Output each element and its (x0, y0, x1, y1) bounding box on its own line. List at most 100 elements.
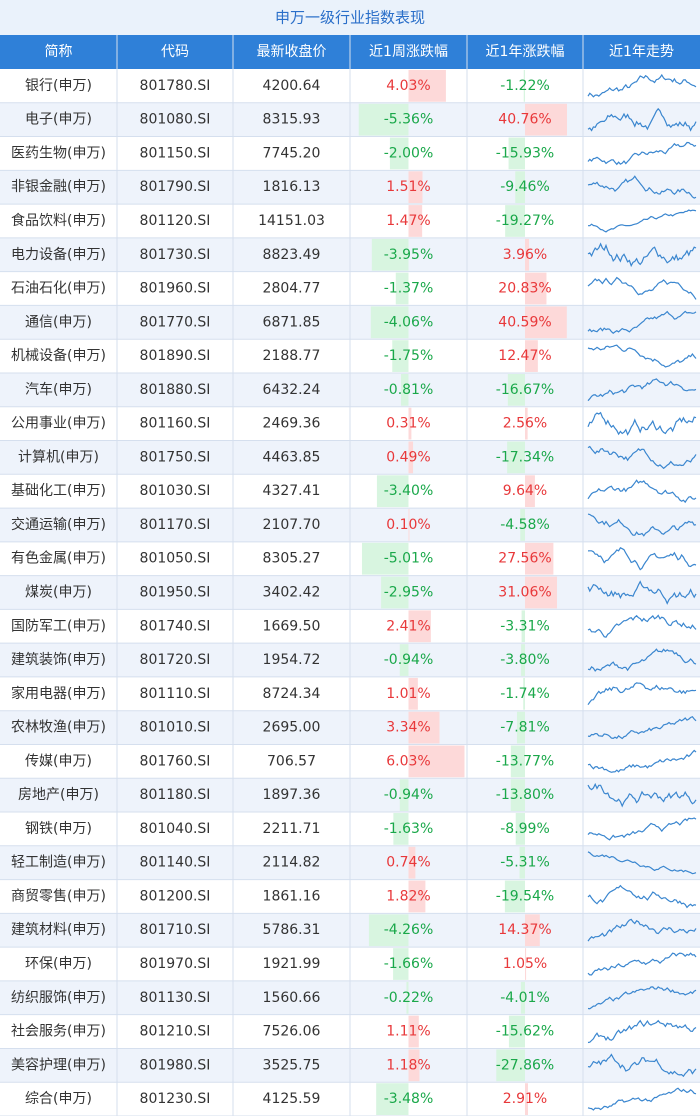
sparkline (587, 952, 697, 976)
change-bar (408, 407, 412, 440)
change-label: 2.56% (503, 416, 547, 432)
cell: 电力设备(申万) (11, 246, 106, 263)
cell: 1897.36 (263, 787, 321, 803)
change-label: -0.94% (384, 652, 434, 668)
cell: 综合(申万) (25, 1091, 92, 1107)
change-bar (515, 813, 525, 845)
cell: 2211.71 (263, 821, 321, 837)
change-label: -1.66% (384, 956, 434, 972)
cell: 建筑装饰(申万) (11, 652, 106, 668)
change-label: 1.18% (386, 1057, 430, 1073)
sparkline (587, 175, 697, 199)
sparkline (587, 378, 697, 402)
change-label: -3.80% (500, 652, 550, 668)
change-bar (525, 542, 554, 575)
change-label: -5.01% (384, 551, 434, 567)
cell: 国防军工(申万) (11, 618, 106, 634)
change-label: 0.10% (386, 517, 430, 533)
cell: 8315.93 (263, 112, 321, 128)
change-label: 2.41% (386, 618, 430, 634)
change-bar (408, 610, 431, 643)
change-label: -15.93% (496, 145, 554, 161)
cell: 801950.SI (140, 585, 211, 601)
cell: 钢铁(申万) (25, 821, 92, 837)
change-label: 14.37% (498, 922, 551, 938)
change-bar (361, 542, 409, 575)
cell: 4125.59 (263, 1091, 321, 1107)
cell: 煤炭(申万) (25, 585, 92, 601)
cell: 计算机(申万) (18, 449, 99, 465)
change-label: -4.06% (384, 314, 434, 330)
sparkline (587, 445, 697, 470)
cell: 801970.SI (140, 956, 211, 972)
cell: 美容护理(申万) (11, 1056, 106, 1073)
cell: 801720.SI (140, 652, 211, 668)
sparkline (587, 276, 697, 300)
change-label: -4.26% (384, 922, 434, 938)
sparkline (587, 1087, 697, 1111)
header-cell: 简称 (45, 43, 73, 60)
cell: 801710.SI (140, 922, 211, 938)
change-bar (408, 1049, 420, 1082)
change-label: 0.74% (386, 855, 430, 871)
change-bar (525, 340, 538, 372)
sparkline (587, 986, 697, 1010)
change-bar (525, 272, 547, 305)
change-bar (368, 914, 409, 947)
cell: 801110.SI (140, 686, 211, 702)
cell: 商贸零售(申万) (11, 888, 106, 904)
change-bar (399, 644, 409, 676)
change-label: 20.83% (498, 281, 551, 297)
sparkline (587, 682, 697, 706)
change-label: 12.47% (498, 348, 551, 364)
cell: 801140.SI (140, 855, 211, 871)
cell: 机械设备(申万) (11, 347, 106, 364)
change-label: 1.05% (503, 956, 547, 972)
change-bar (408, 171, 423, 204)
change-bar (523, 70, 525, 102)
change-bar (521, 644, 525, 676)
change-label: -4.01% (500, 990, 550, 1006)
sparkline (587, 580, 697, 605)
change-label: 1.47% (386, 213, 430, 229)
change-label: 9.64% (503, 483, 547, 499)
cell: 801210.SI (140, 1024, 211, 1040)
cell: 基础化工(申万) (11, 482, 106, 499)
change-bar (505, 205, 525, 237)
change-label: 40.76% (498, 112, 551, 128)
change-label: -19.54% (496, 888, 554, 904)
change-label: -5.36% (384, 112, 434, 128)
change-bar (510, 779, 525, 812)
change-label: -5.31% (500, 855, 550, 871)
change-bar (519, 846, 525, 879)
change-label: -7.81% (500, 720, 550, 736)
cell: 801230.SI (140, 1091, 211, 1107)
change-bar (408, 509, 410, 541)
change-bar (376, 475, 409, 508)
change-label: -3.95% (384, 247, 434, 263)
header-cell: 近1年涨跌幅 (486, 44, 565, 60)
cell: 1954.72 (263, 652, 321, 668)
title-bar (0, 0, 700, 35)
cell: 6871.85 (263, 314, 321, 330)
cell: 1816.13 (263, 179, 321, 195)
cell: 非银金融(申万) (11, 179, 106, 195)
change-label: 1.01% (386, 686, 430, 702)
cell: 4200.64 (263, 78, 321, 94)
change-label: 4.03% (386, 78, 430, 94)
change-label: -3.31% (500, 618, 550, 634)
sparkline (587, 513, 697, 537)
change-label: 0.31% (386, 416, 430, 432)
change-label: -1.37% (384, 281, 434, 297)
change-bar (408, 745, 465, 778)
change-label: 3.96% (503, 247, 547, 263)
cell: 2114.82 (263, 855, 321, 871)
change-bar (408, 1015, 419, 1048)
cell: 食品饮料(申万) (11, 212, 106, 229)
sparkline (587, 749, 697, 773)
change-label: -3.48% (384, 1091, 434, 1107)
change-label: -9.46% (500, 179, 550, 195)
cell: 8724.34 (263, 686, 321, 702)
cell: 801750.SI (140, 449, 211, 465)
cell: 706.57 (267, 753, 316, 769)
